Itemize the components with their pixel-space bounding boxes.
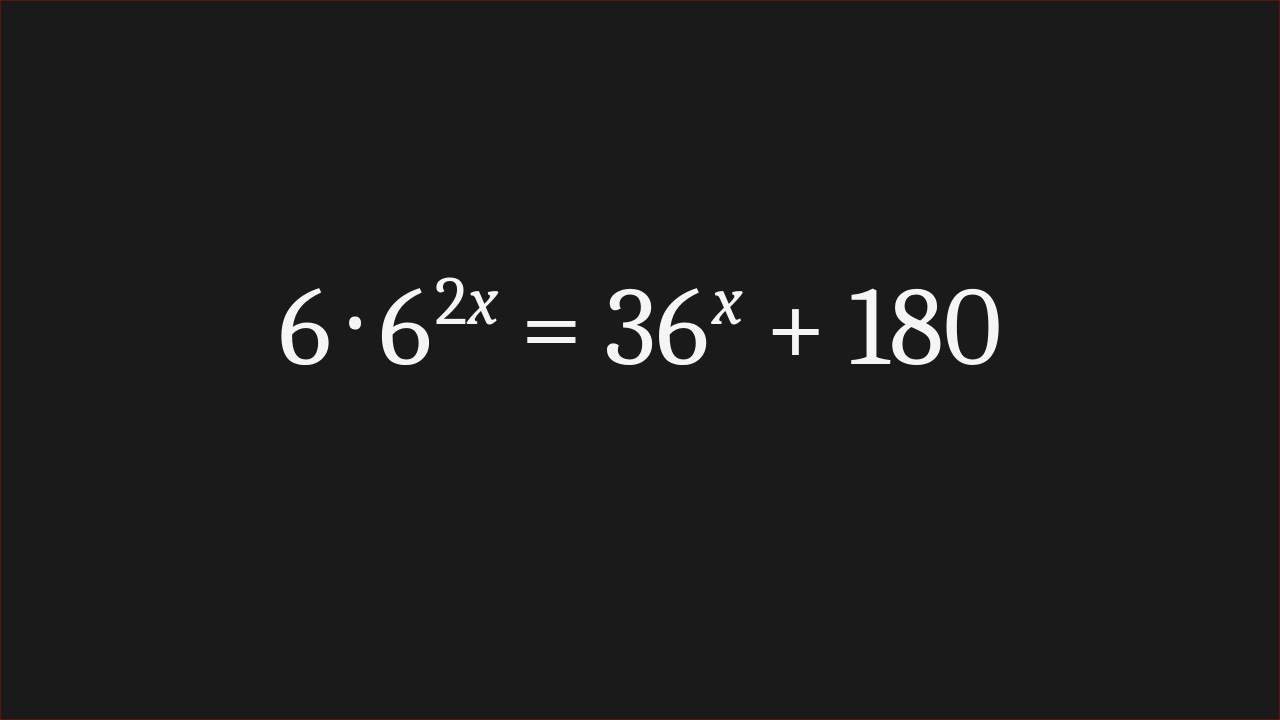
plus-sign: + bbox=[765, 263, 827, 392]
constant-term: 180 bbox=[849, 263, 1002, 392]
right-base: 36 bbox=[604, 263, 708, 392]
multiplication-dot: · bbox=[349, 255, 361, 384]
left-coefficient: 6 bbox=[278, 263, 331, 392]
right-power-term: 36 x bbox=[604, 263, 742, 392]
right-exponent: x bbox=[712, 263, 743, 342]
math-equation: 6 · 6 2x = 36 x + 180 bbox=[278, 263, 1001, 392]
left-power-term: 6 2x bbox=[379, 263, 498, 392]
left-base: 6 bbox=[379, 263, 432, 392]
equals-sign: = bbox=[520, 263, 582, 392]
left-exponent: 2x bbox=[435, 263, 499, 342]
